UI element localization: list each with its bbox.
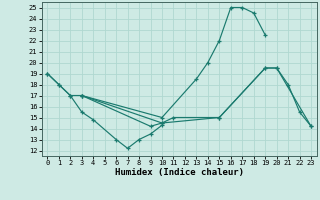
X-axis label: Humidex (Indice chaleur): Humidex (Indice chaleur) [115,168,244,177]
